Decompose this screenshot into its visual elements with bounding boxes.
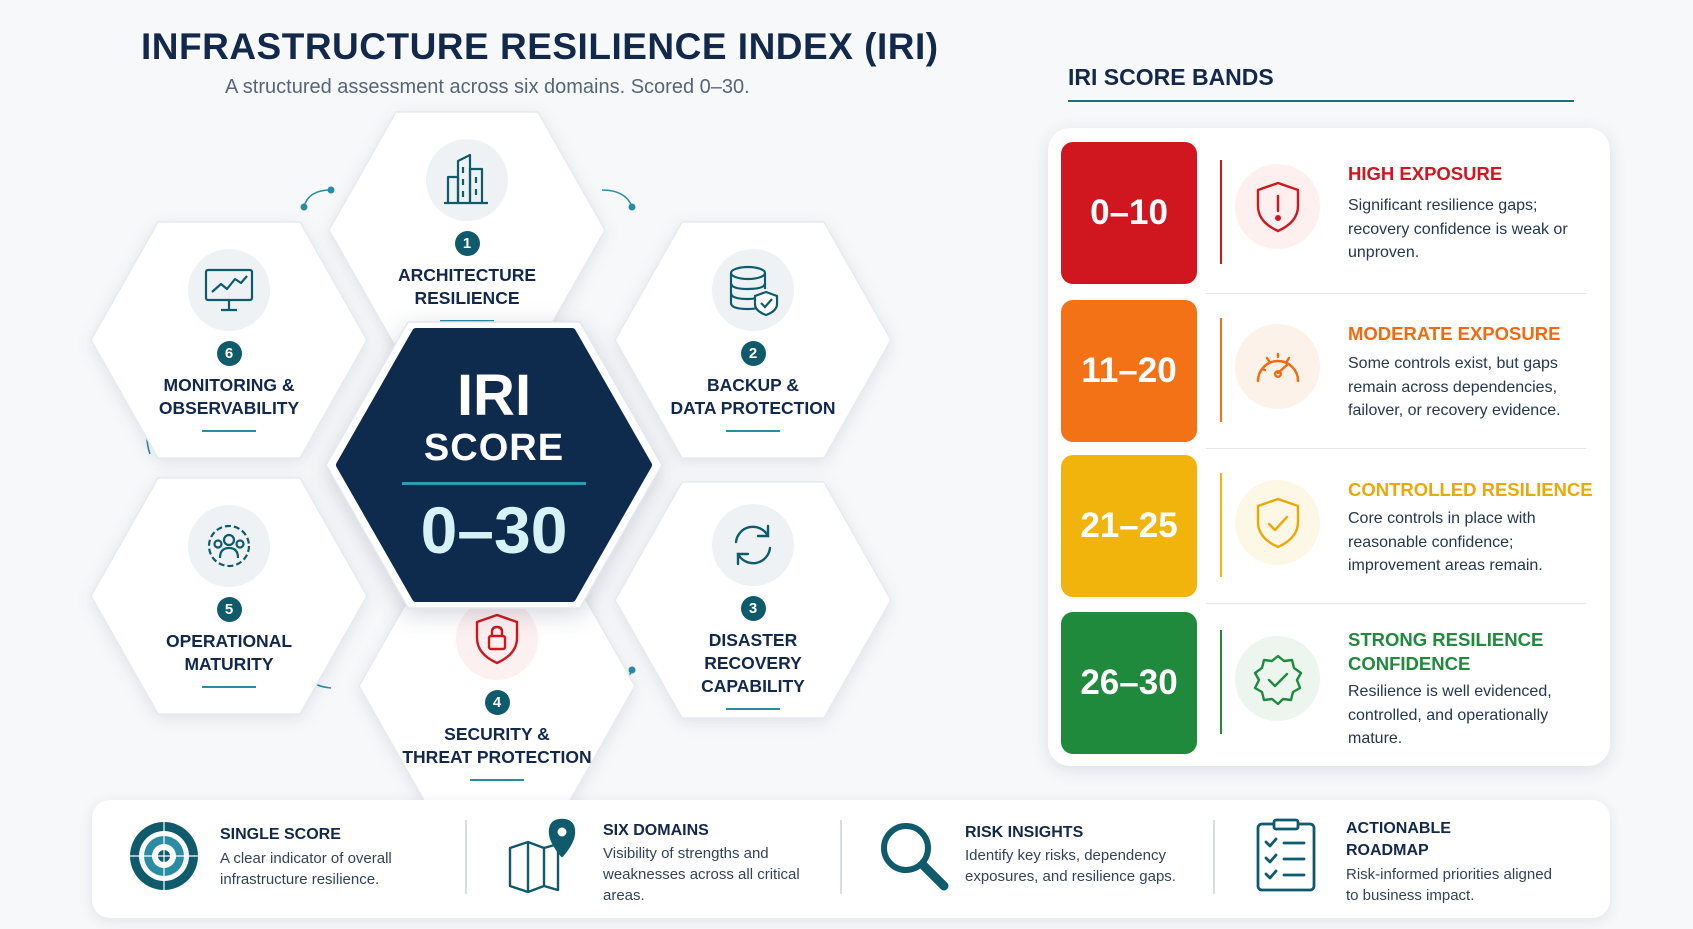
domain-diagram: 1 ARCHITECTURE RESILIENCE 2 BACKUP & DATA …: [0, 0, 960, 805]
map-pin-icon: [506, 818, 582, 894]
domain-number: 5: [216, 596, 242, 622]
domain-number: 3: [740, 596, 766, 621]
domain-number: 4: [484, 689, 510, 715]
band-title: HIGH EXPOSURE: [1348, 163, 1503, 184]
band-accent-line: [1220, 473, 1222, 577]
domain-hex-security: 4 SECURITY & THREAT PROTECTION: [356, 564, 638, 808]
domain-label: MONITORING & OBSERVABILITY: [158, 374, 300, 418]
band-range-strong-resilience: 26–30: [1061, 612, 1197, 754]
band-description: Significant resilience gaps; recovery co…: [1348, 197, 1568, 261]
band-separator: [1206, 293, 1586, 294]
gauge-icon: [1235, 324, 1320, 409]
domain-underline: [470, 778, 524, 781]
domain-number: 2: [740, 340, 766, 366]
checklist-icon: [1248, 818, 1324, 894]
center-title: IRI: [456, 362, 532, 428]
center-range: 0–30: [420, 492, 568, 567]
page-title: INFRASTRUCTURE RESILIENCE INDEX (IRI): [141, 26, 939, 67]
band-title: CONTROLLED RESILIENCE: [1348, 479, 1593, 500]
iri-score-center: IRI SCORE 0–30: [325, 321, 663, 609]
shield-lock-icon: [456, 597, 538, 680]
band-description: Core controls in place with reasonable c…: [1348, 510, 1543, 574]
shield-alert-icon: [1235, 164, 1320, 249]
feature-description: Identify key risks, dependency exposures…: [965, 847, 1176, 885]
feature-description: Risk-informed priorities aligned to busi…: [1346, 866, 1552, 904]
band-range-high-exposure: 0–10: [1061, 142, 1197, 284]
target-icon: [126, 818, 202, 894]
domain-hex-disaster-recovery: 3 DISASTER RECOVERY CAPABILITY: [612, 478, 894, 722]
feature-title: SIX DOMAINS: [603, 822, 709, 839]
feature-description: Visibility of strengths and weaknesses a…: [603, 845, 800, 904]
band-description: Resilience is well evidenced, controlled…: [1348, 683, 1552, 747]
band-range-controlled-resilience: 21–25: [1061, 455, 1197, 597]
band-accent-line: [1220, 630, 1222, 734]
band-description: Some controls exist, but gaps remain acr…: [1348, 355, 1561, 419]
domain-label: OPERATIONAL MATURITY: [165, 630, 293, 674]
domain-underline: [726, 708, 780, 710]
domain-underline: [726, 429, 780, 432]
page-subtitle: A structured assessment across six domai…: [225, 76, 750, 98]
domain-label: SECURITY & THREAT PROTECTION: [402, 723, 592, 767]
band-range-moderate-exposure: 11–20: [1061, 300, 1197, 442]
domain-underline: [202, 429, 256, 432]
band-accent-line: [1220, 160, 1222, 264]
feature-title: SINGLE SCORE: [220, 826, 341, 843]
band-accent-line: [1220, 318, 1222, 422]
features-strip: [92, 800, 1610, 918]
domain-underline: [440, 319, 494, 322]
domain-hex-backup: 2 BACKUP & DATA PROTECTION: [612, 218, 894, 462]
domain-label: BACKUP & DATA PROTECTION: [670, 374, 836, 418]
band-separator: [1206, 448, 1586, 449]
badge-check-icon: [1235, 636, 1320, 721]
feature-title: RISK INSIGHTS: [965, 824, 1084, 841]
center-divider: [402, 481, 586, 485]
center-subtitle: SCORE: [423, 426, 565, 469]
shield-check-icon: [1235, 480, 1320, 565]
database-shield-icon: [712, 248, 794, 331]
domain-hex-operational-maturity: 5 OPERATIONAL MATURITY: [88, 474, 370, 718]
domain-number: 6: [216, 340, 242, 366]
band-separator: [1206, 603, 1586, 604]
magnifier-icon: [876, 818, 952, 894]
domain-number: 1: [454, 230, 480, 256]
refresh-icon: [712, 504, 794, 586]
feature-title: ACTIONABLE ROADMAP: [1346, 820, 1451, 859]
feature-description: A clear indicator of overall infrastruct…: [220, 850, 392, 888]
band-title: STRONG RESILIENCE CONFIDENCE: [1348, 629, 1544, 674]
team-gear-icon: [188, 504, 270, 587]
domain-hex-monitoring: 6 MONITORING & OBSERVABILITY: [88, 218, 370, 462]
domain-underline: [202, 685, 256, 688]
bands-title: IRI SCORE BANDS: [1068, 64, 1274, 90]
band-title: MODERATE EXPOSURE: [1348, 323, 1561, 344]
bands-title-rule: [1068, 100, 1574, 102]
feature-separator: [465, 820, 467, 894]
feature-separator: [1213, 820, 1215, 894]
building-icon: [426, 138, 508, 221]
feature-separator: [840, 820, 842, 894]
domain-label: DISASTER RECOVERY CAPABILITY: [701, 630, 805, 696]
monitor-chart-icon: [188, 248, 270, 331]
domain-label: ARCHITECTURE RESILIENCE: [397, 264, 537, 308]
